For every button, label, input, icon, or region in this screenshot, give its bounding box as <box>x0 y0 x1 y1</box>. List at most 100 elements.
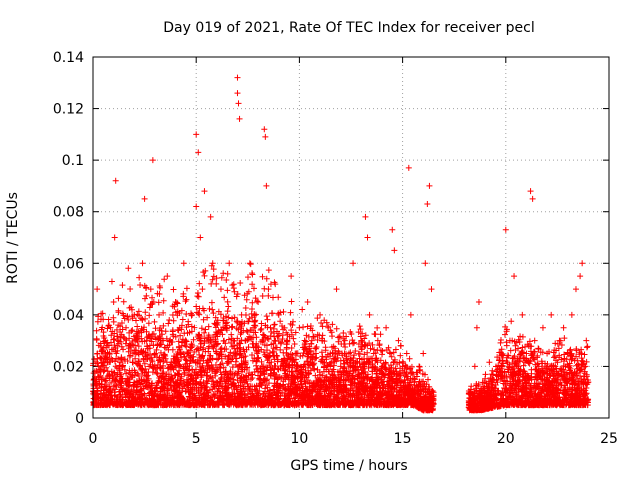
data-point <box>106 388 113 395</box>
data-point <box>122 358 129 365</box>
data-point <box>102 377 109 384</box>
data-point <box>134 383 141 390</box>
data-point <box>120 298 127 305</box>
data-point <box>129 359 136 366</box>
data-point <box>102 383 109 390</box>
data-point <box>319 332 326 339</box>
data-point <box>143 356 150 363</box>
data-point <box>170 317 177 324</box>
data-point <box>205 323 212 330</box>
data-point <box>183 285 190 292</box>
data-point <box>287 309 294 316</box>
data-point <box>288 298 295 305</box>
data-point <box>119 282 126 289</box>
data-point <box>145 369 152 376</box>
data-point <box>125 265 132 272</box>
data-point <box>166 316 173 323</box>
data-point <box>115 399 122 406</box>
data-point <box>136 333 143 340</box>
data-point <box>242 305 249 312</box>
y-tick-label: 0.12 <box>53 102 84 118</box>
data-point <box>94 360 101 367</box>
data-point <box>329 333 336 340</box>
data-point <box>132 317 139 324</box>
data-point <box>91 356 98 363</box>
data-point <box>134 396 141 403</box>
data-point <box>271 321 278 328</box>
data-point <box>157 358 164 365</box>
data-point <box>170 286 177 293</box>
y-tick-label: 0.14 <box>53 50 84 66</box>
data-point <box>123 399 130 406</box>
data-point <box>249 299 256 306</box>
data-point <box>147 301 154 308</box>
data-point <box>111 330 118 337</box>
data-point <box>105 316 112 323</box>
y-axis-label: ROTI / TECUs <box>5 192 21 284</box>
data-point <box>508 318 515 325</box>
data-point <box>154 370 161 377</box>
data-point <box>138 377 145 384</box>
data-point <box>101 378 108 385</box>
y-tick-label: 0.06 <box>53 256 84 272</box>
x-tick-label: 25 <box>600 431 618 447</box>
data-point <box>175 343 182 350</box>
data-point <box>319 323 326 330</box>
data-point <box>110 336 117 343</box>
data-point <box>114 347 121 354</box>
data-point <box>194 289 201 296</box>
data-point <box>157 284 164 291</box>
data-point <box>179 316 186 323</box>
data-point <box>122 394 129 401</box>
data-point <box>138 366 145 373</box>
data-point <box>139 316 146 323</box>
data-point <box>163 371 170 378</box>
data-point <box>118 380 125 387</box>
data-point <box>347 349 354 356</box>
data-point <box>124 313 131 320</box>
data-point <box>144 377 151 384</box>
data-point <box>145 402 152 409</box>
data-point <box>225 303 232 310</box>
data-point <box>218 345 225 352</box>
data-point <box>120 333 127 340</box>
data-point <box>501 331 508 338</box>
data-point <box>210 382 217 389</box>
data-point <box>489 367 496 374</box>
data-point <box>114 333 121 340</box>
data-point <box>123 381 130 388</box>
data-point <box>111 342 118 349</box>
data-point <box>145 320 152 327</box>
data-point <box>125 316 132 323</box>
data-point <box>406 355 413 362</box>
data-point <box>137 402 144 409</box>
data-point <box>110 383 117 390</box>
data-point <box>209 306 216 313</box>
data-point <box>185 318 192 325</box>
data-point <box>150 330 157 337</box>
data-point <box>134 361 141 368</box>
data-point <box>93 336 100 343</box>
data-point <box>160 322 167 329</box>
data-point <box>149 363 156 370</box>
data-point <box>136 274 143 281</box>
data-point <box>138 325 145 332</box>
data-point <box>229 282 236 289</box>
data-point <box>116 362 123 369</box>
data-point <box>104 368 111 375</box>
data-point <box>213 280 220 287</box>
data-point <box>340 340 347 347</box>
data-point <box>112 392 119 399</box>
data-point <box>122 340 129 347</box>
data-point <box>99 310 106 317</box>
data-point <box>115 355 122 362</box>
data-point <box>135 373 142 380</box>
data-point <box>112 358 119 365</box>
data-point <box>135 391 142 398</box>
data-point <box>126 304 133 311</box>
data-point <box>352 348 359 355</box>
data-point <box>259 292 266 299</box>
data-point <box>123 370 130 377</box>
data-point <box>127 376 134 383</box>
